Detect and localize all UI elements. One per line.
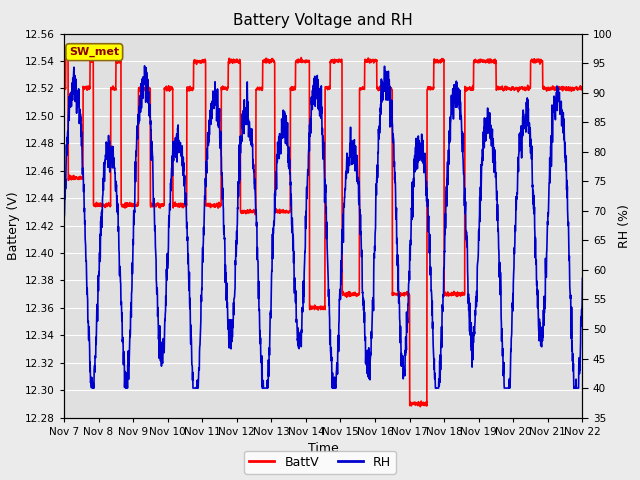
RH (112, 179, 120, 184)
RH (141, 63, 148, 69)
Title: Battery Voltage and RH: Battery Voltage and RH (234, 13, 413, 28)
Line: RH: RH (64, 66, 582, 388)
RH (89, 385, 97, 391)
BattV (355, 292, 362, 298)
BattV (479, 60, 487, 65)
RH (579, 276, 586, 281)
BattV (572, 85, 579, 91)
Y-axis label: RH (%): RH (%) (618, 204, 631, 248)
Y-axis label: Battery (V): Battery (V) (6, 192, 20, 260)
RH (479, 129, 487, 135)
BattV (224, 84, 232, 90)
X-axis label: Time: Time (308, 442, 339, 455)
BattV (579, 86, 586, 92)
RH (572, 385, 579, 391)
Line: BattV: BattV (64, 52, 582, 407)
BattV (417, 404, 424, 409)
Legend: BattV, RH: BattV, RH (244, 451, 396, 474)
BattV (112, 59, 120, 64)
RH (60, 216, 68, 222)
BattV (60, 84, 68, 89)
Text: SW_met: SW_met (69, 47, 119, 57)
RH (509, 305, 516, 311)
RH (224, 326, 232, 332)
BattV (64, 49, 72, 55)
RH (355, 176, 362, 182)
BattV (509, 86, 516, 92)
